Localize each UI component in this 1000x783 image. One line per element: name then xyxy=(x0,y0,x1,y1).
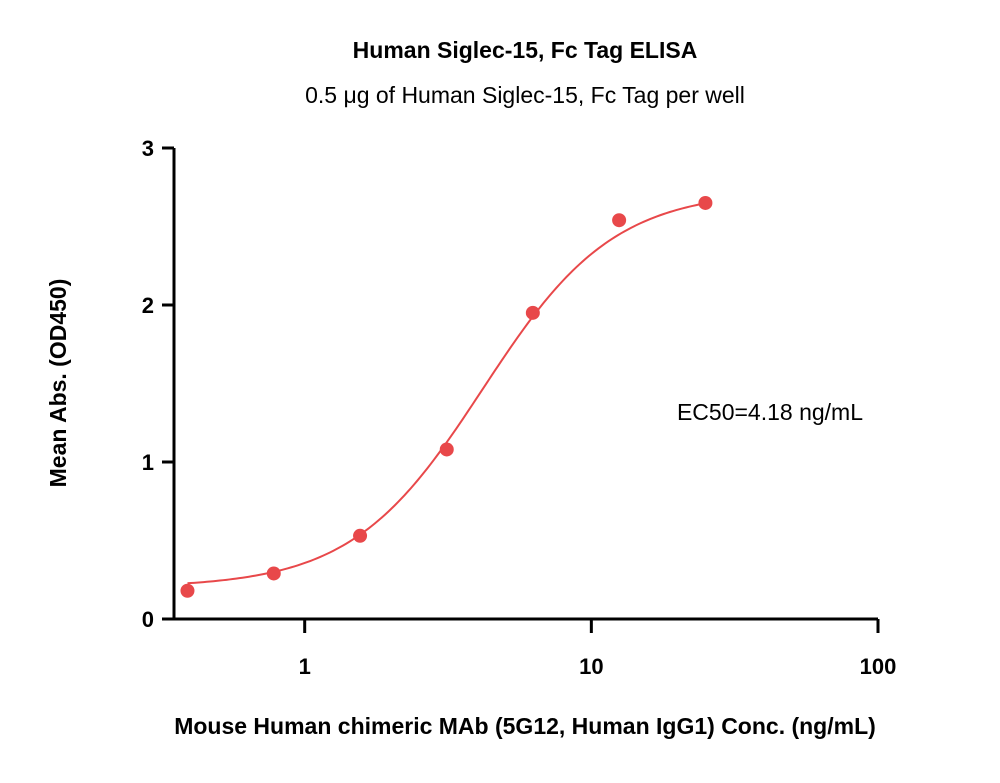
x-tick-label: 10 xyxy=(579,654,603,679)
ec50-annotation: EC50=4.18 ng/mL xyxy=(677,399,863,425)
axes: 0 1 2 3 1 10 100 xyxy=(142,136,897,679)
fit-curve-layer xyxy=(187,202,706,585)
data-point xyxy=(525,305,540,320)
data-point xyxy=(612,213,627,228)
chart-subtitle: 0.5 μg of Human Siglec-15, Fc Tag per we… xyxy=(305,82,745,108)
chart-title: Human Siglec-15, Fc Tag ELISA xyxy=(353,37,698,63)
data-point xyxy=(698,195,713,210)
data-points-layer xyxy=(180,195,713,598)
x-tick-label: 100 xyxy=(860,654,897,679)
x-tick-label: 1 xyxy=(299,654,311,679)
y-tick-label: 1 xyxy=(142,450,154,475)
x-axis-title: Mouse Human chimeric MAb (5G12, Human Ig… xyxy=(174,713,876,739)
y-axis-title: Mean Abs. (OD450) xyxy=(45,279,71,488)
y-tick-label: 3 xyxy=(142,136,154,161)
data-point xyxy=(353,528,368,543)
data-point xyxy=(180,583,195,598)
y-tick-label: 2 xyxy=(142,293,154,318)
fit-curve xyxy=(187,202,706,585)
data-point xyxy=(439,442,454,457)
data-point xyxy=(266,566,281,581)
y-tick-label: 0 xyxy=(142,607,154,632)
